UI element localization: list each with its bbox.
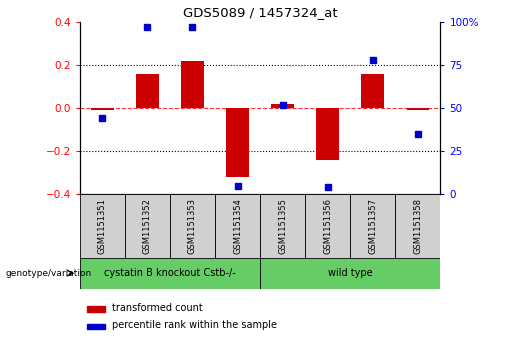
Text: GSM1151352: GSM1151352 bbox=[143, 198, 152, 254]
Bar bbox=[271, 104, 294, 108]
Text: percentile rank within the sample: percentile rank within the sample bbox=[112, 320, 277, 330]
FancyBboxPatch shape bbox=[170, 194, 215, 258]
Bar bbox=[87, 306, 105, 312]
Bar bbox=[406, 108, 429, 110]
FancyBboxPatch shape bbox=[125, 194, 170, 258]
Bar bbox=[87, 324, 105, 329]
Text: GSM1151357: GSM1151357 bbox=[368, 198, 377, 254]
Text: GSM1151355: GSM1151355 bbox=[278, 198, 287, 254]
Text: transformed count: transformed count bbox=[112, 303, 203, 313]
FancyBboxPatch shape bbox=[80, 258, 260, 289]
Bar bbox=[136, 73, 159, 108]
FancyBboxPatch shape bbox=[215, 194, 260, 258]
Bar bbox=[91, 108, 114, 110]
Bar bbox=[181, 61, 204, 108]
FancyBboxPatch shape bbox=[260, 194, 305, 258]
Text: GSM1151353: GSM1151353 bbox=[188, 198, 197, 254]
Text: wild type: wild type bbox=[328, 268, 372, 278]
Bar bbox=[362, 73, 384, 108]
FancyBboxPatch shape bbox=[396, 194, 440, 258]
Text: GSM1151351: GSM1151351 bbox=[98, 198, 107, 254]
Text: cystatin B knockout Cstb-/-: cystatin B knockout Cstb-/- bbox=[104, 268, 236, 278]
FancyBboxPatch shape bbox=[80, 194, 125, 258]
Bar bbox=[226, 108, 249, 177]
FancyBboxPatch shape bbox=[305, 194, 350, 258]
Text: GSM1151354: GSM1151354 bbox=[233, 198, 242, 254]
FancyBboxPatch shape bbox=[260, 258, 440, 289]
Bar bbox=[316, 108, 339, 160]
Text: genotype/variation: genotype/variation bbox=[5, 269, 91, 278]
Text: GSM1151356: GSM1151356 bbox=[323, 198, 332, 254]
FancyBboxPatch shape bbox=[350, 194, 395, 258]
Text: GSM1151358: GSM1151358 bbox=[414, 198, 422, 254]
Title: GDS5089 / 1457324_at: GDS5089 / 1457324_at bbox=[183, 6, 337, 19]
